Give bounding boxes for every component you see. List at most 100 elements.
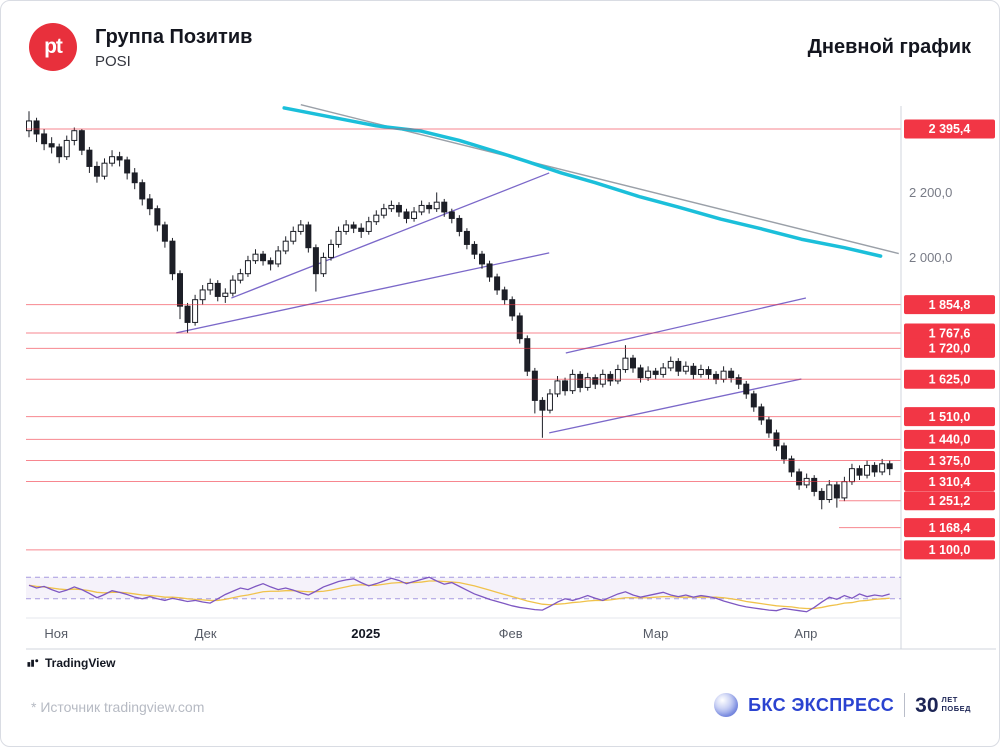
candle	[735, 377, 742, 385]
candle	[818, 490, 825, 501]
candle	[139, 182, 146, 200]
candle	[380, 208, 387, 216]
candle	[479, 253, 485, 265]
price-scale-label: 2 000,0	[909, 250, 952, 265]
candle	[328, 243, 334, 258]
candle	[124, 159, 131, 174]
candle	[645, 370, 652, 379]
candle	[426, 204, 433, 210]
price-level-text: 1 767,6	[929, 326, 971, 340]
candle	[109, 156, 116, 164]
pt-logo-text: pt	[44, 35, 63, 58]
candle	[320, 256, 327, 275]
candle	[252, 253, 259, 262]
time-axis-label[interactable]: Ноя	[44, 626, 68, 641]
chart-period-title: Дневной график	[807, 35, 971, 58]
price-level-label	[904, 540, 995, 560]
oscillator-signal-line	[28, 580, 890, 610]
candle	[418, 204, 425, 213]
candle	[267, 260, 274, 265]
candle	[388, 204, 395, 210]
candle	[592, 377, 599, 385]
candle	[343, 224, 350, 232]
badge-number: 30	[915, 693, 939, 717]
candle	[237, 273, 244, 281]
candle	[290, 230, 297, 242]
candle	[441, 201, 448, 213]
pt-logo: pt	[29, 23, 77, 71]
candle	[184, 305, 191, 323]
time-axis-label[interactable]: Апр	[794, 626, 817, 641]
trendline	[565, 297, 807, 354]
candle	[48, 143, 55, 148]
candle	[56, 146, 63, 158]
candle	[456, 217, 463, 232]
tradingview-label: TradingView	[45, 656, 116, 670]
time-axis-label[interactable]: Фев	[499, 626, 523, 641]
candle	[411, 211, 418, 219]
price-level-label	[904, 338, 995, 358]
candle	[335, 230, 342, 245]
price-level-label	[904, 451, 995, 471]
candle	[41, 133, 48, 145]
time-axis-label[interactable]: Мар	[643, 626, 668, 641]
time-axis-labels: Ноя Дек 2025 Фев Мар Апр	[44, 626, 817, 641]
candle	[652, 370, 659, 375]
candle	[169, 240, 176, 275]
bks-brand-name: БКС ЭКСПРЕСС	[748, 694, 895, 715]
header: pt Группа Позитив POSI Дневной график	[29, 21, 971, 73]
price-level-label	[904, 429, 995, 449]
candle	[705, 369, 712, 375]
candle	[811, 477, 818, 492]
time-axis-label[interactable]: 2025	[351, 626, 380, 641]
trendline	[549, 378, 802, 434]
header-titles: Группа Позитив POSI	[95, 25, 808, 70]
candle	[373, 214, 380, 223]
candle	[637, 367, 644, 379]
candle	[26, 120, 32, 132]
tradingview-attribution[interactable]: TradingView	[27, 656, 115, 670]
price-level-label	[904, 518, 995, 538]
price-level-text: 1 625,0	[929, 373, 971, 387]
candle	[562, 380, 569, 392]
trendlines	[176, 172, 807, 434]
candle	[630, 357, 636, 369]
candle	[494, 276, 501, 291]
candle	[539, 399, 546, 411]
candle	[161, 224, 168, 242]
candle	[63, 139, 70, 158]
candle	[93, 165, 100, 177]
candle	[713, 373, 720, 380]
price-chart[interactable]: 2 395,4 1 854,8 1 767,6 1 720,0 1 625,0 1 510…	[1, 1, 1000, 681]
price-level-text: 2 395,4	[929, 122, 971, 136]
candle	[509, 299, 516, 317]
price-level-text: 1 375,0	[929, 454, 971, 468]
candle	[788, 458, 795, 473]
candle	[614, 369, 621, 382]
candle	[524, 338, 531, 372]
candle	[622, 357, 629, 371]
candle	[660, 367, 667, 375]
price-level-text: 1 854,8	[929, 298, 971, 312]
candle	[758, 406, 765, 421]
badge-line1: ЛЕТ	[941, 695, 958, 705]
candle	[229, 279, 236, 294]
bks-brand: БКС ЭКСПРЕСС 30 ЛЕТ ПОБЕД	[714, 693, 971, 717]
candle	[86, 149, 93, 167]
time-axis-label[interactable]: Дек	[195, 626, 217, 641]
candle	[879, 463, 886, 473]
candle	[305, 224, 312, 249]
candle	[33, 120, 40, 135]
candle	[463, 230, 470, 245]
bks-logo-icon	[714, 693, 739, 717]
moving-average-line	[282, 106, 883, 258]
page-title: Группа Позитив	[95, 25, 253, 48]
candle	[199, 289, 206, 301]
price-level-text: 1 168,4	[929, 521, 971, 535]
candle	[607, 373, 614, 382]
candle	[554, 380, 561, 395]
price-level-label	[904, 119, 995, 139]
candle	[177, 273, 183, 307]
candle	[584, 377, 591, 388]
